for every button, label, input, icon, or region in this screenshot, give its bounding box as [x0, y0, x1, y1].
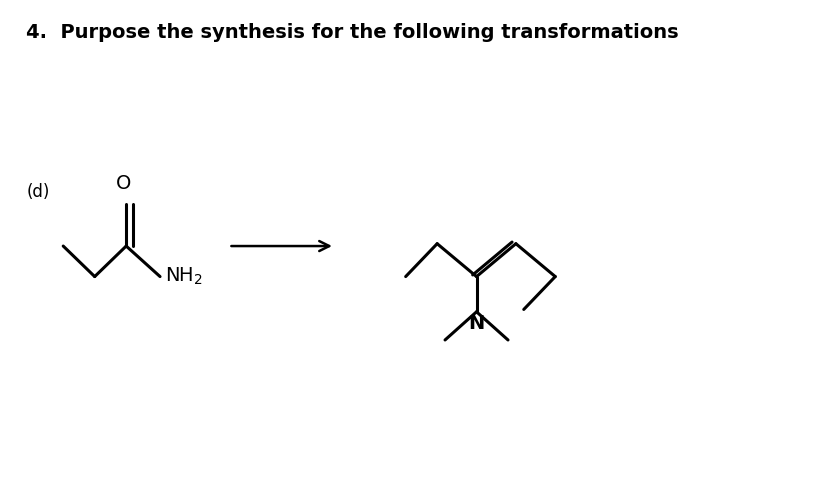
- Text: (d): (d): [26, 183, 50, 201]
- Text: N: N: [468, 314, 485, 333]
- Text: 4.  Purpose the synthesis for the following transformations: 4. Purpose the synthesis for the followi…: [26, 23, 679, 42]
- Text: O: O: [116, 174, 131, 194]
- Text: NH$_2$: NH$_2$: [164, 266, 202, 287]
